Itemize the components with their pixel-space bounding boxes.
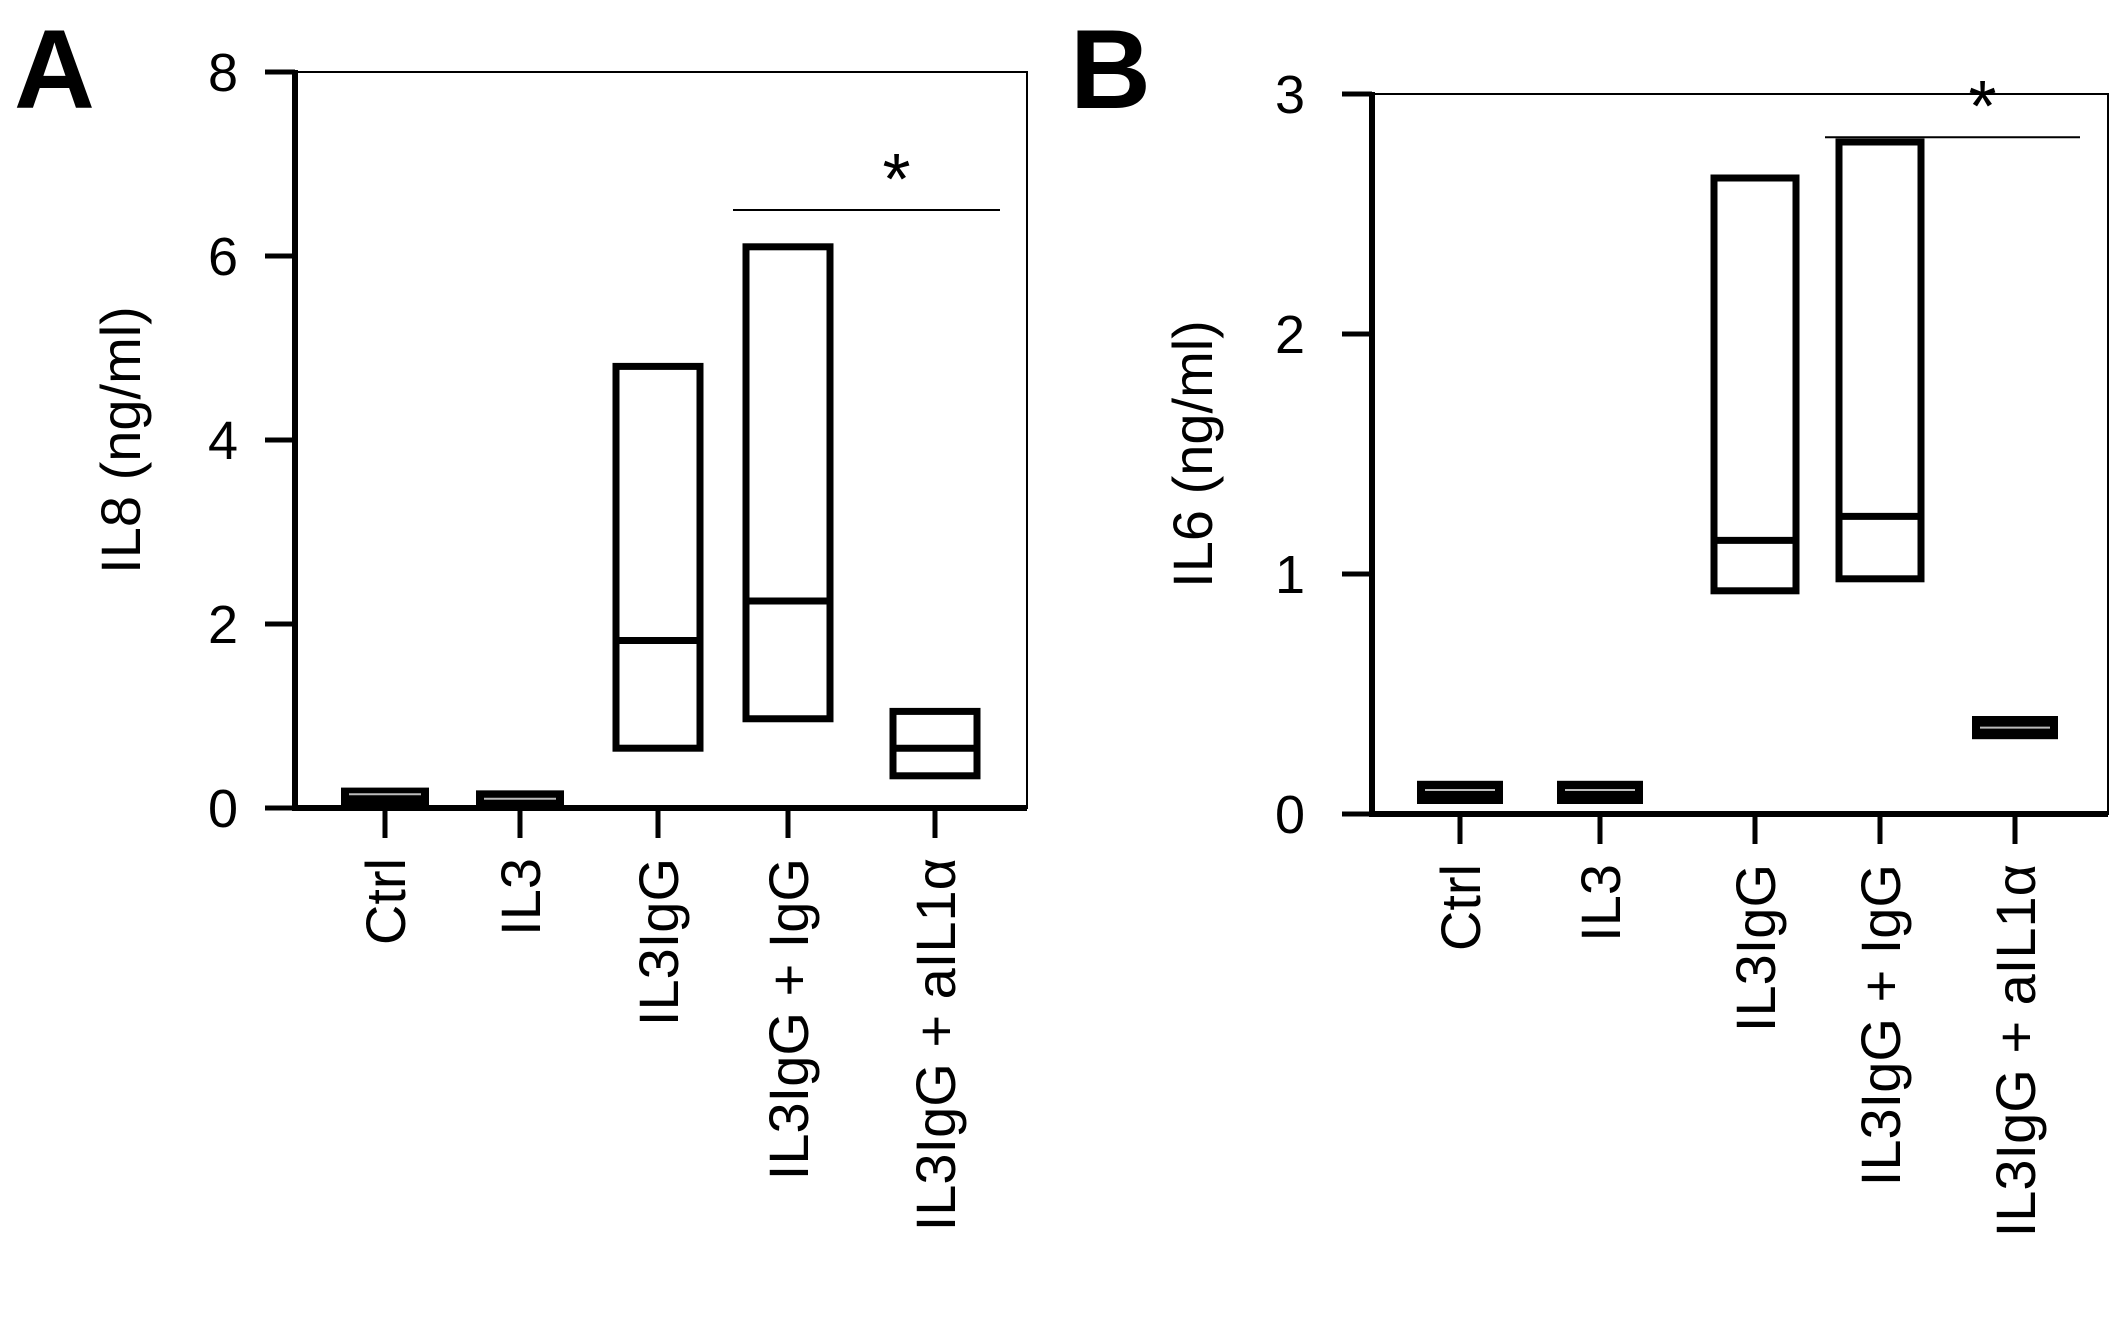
y-axis-title: IL6 (ng/ml) — [1161, 320, 1224, 588]
plot-frame — [294, 71, 1028, 809]
y-tick-label: 3 — [1275, 65, 1305, 125]
y-tick-label: 1 — [1275, 545, 1305, 605]
floating-bar — [612, 362, 704, 752]
floating-bar — [742, 243, 834, 723]
y-tick-label: 4 — [208, 411, 238, 471]
panel-a: A 0 2 4 6 8 IL8 (ng/ml) Ctrl IL3 IL3IgG IL3IgG + I… — [14, 7, 1028, 1231]
significance-star: * — [882, 140, 910, 220]
y-tick-label: 0 — [1275, 785, 1305, 845]
panel-letter: B — [1070, 7, 1151, 132]
category-label: IL3IgG + aIL1α — [1984, 864, 2047, 1237]
category-label: IL3IgG + aIL1α — [904, 858, 967, 1231]
category-label: IL3IgG — [627, 858, 690, 1026]
y-tick-label: 8 — [208, 43, 238, 103]
y-tick-label: 2 — [1275, 305, 1305, 365]
y-tick-label: 6 — [208, 227, 238, 287]
plot-frame — [1371, 93, 2109, 815]
floating-bar — [889, 707, 981, 780]
category-label: IL3IgG + IgG — [757, 858, 820, 1180]
y-axis-title: IL8 (ng/ml) — [89, 306, 152, 574]
floating-bar — [1835, 138, 1925, 583]
panel-letter: A — [14, 7, 95, 132]
y-tick-label: 0 — [208, 779, 238, 839]
floating-bar — [1557, 780, 1643, 804]
floating-bar — [1710, 174, 1800, 595]
category-label: IL3IgG — [1724, 864, 1787, 1032]
floating-bar — [1417, 780, 1503, 804]
category-label: IL3 — [1569, 864, 1632, 942]
floating-bar — [476, 790, 564, 810]
category-label: Ctrl — [354, 858, 417, 945]
category-label: IL3IgG + IgG — [1849, 864, 1912, 1186]
panel-b: B 0 1 2 3 IL6 (ng/ml) Ctrl IL3 IL3IgG IL3IgG + Ig… — [1070, 7, 2109, 1237]
floating-bar — [341, 787, 429, 806]
y-tick-label: 2 — [208, 595, 238, 655]
category-label: IL3 — [489, 858, 552, 936]
category-label: Ctrl — [1429, 864, 1492, 951]
significance-star: * — [1968, 67, 1996, 147]
